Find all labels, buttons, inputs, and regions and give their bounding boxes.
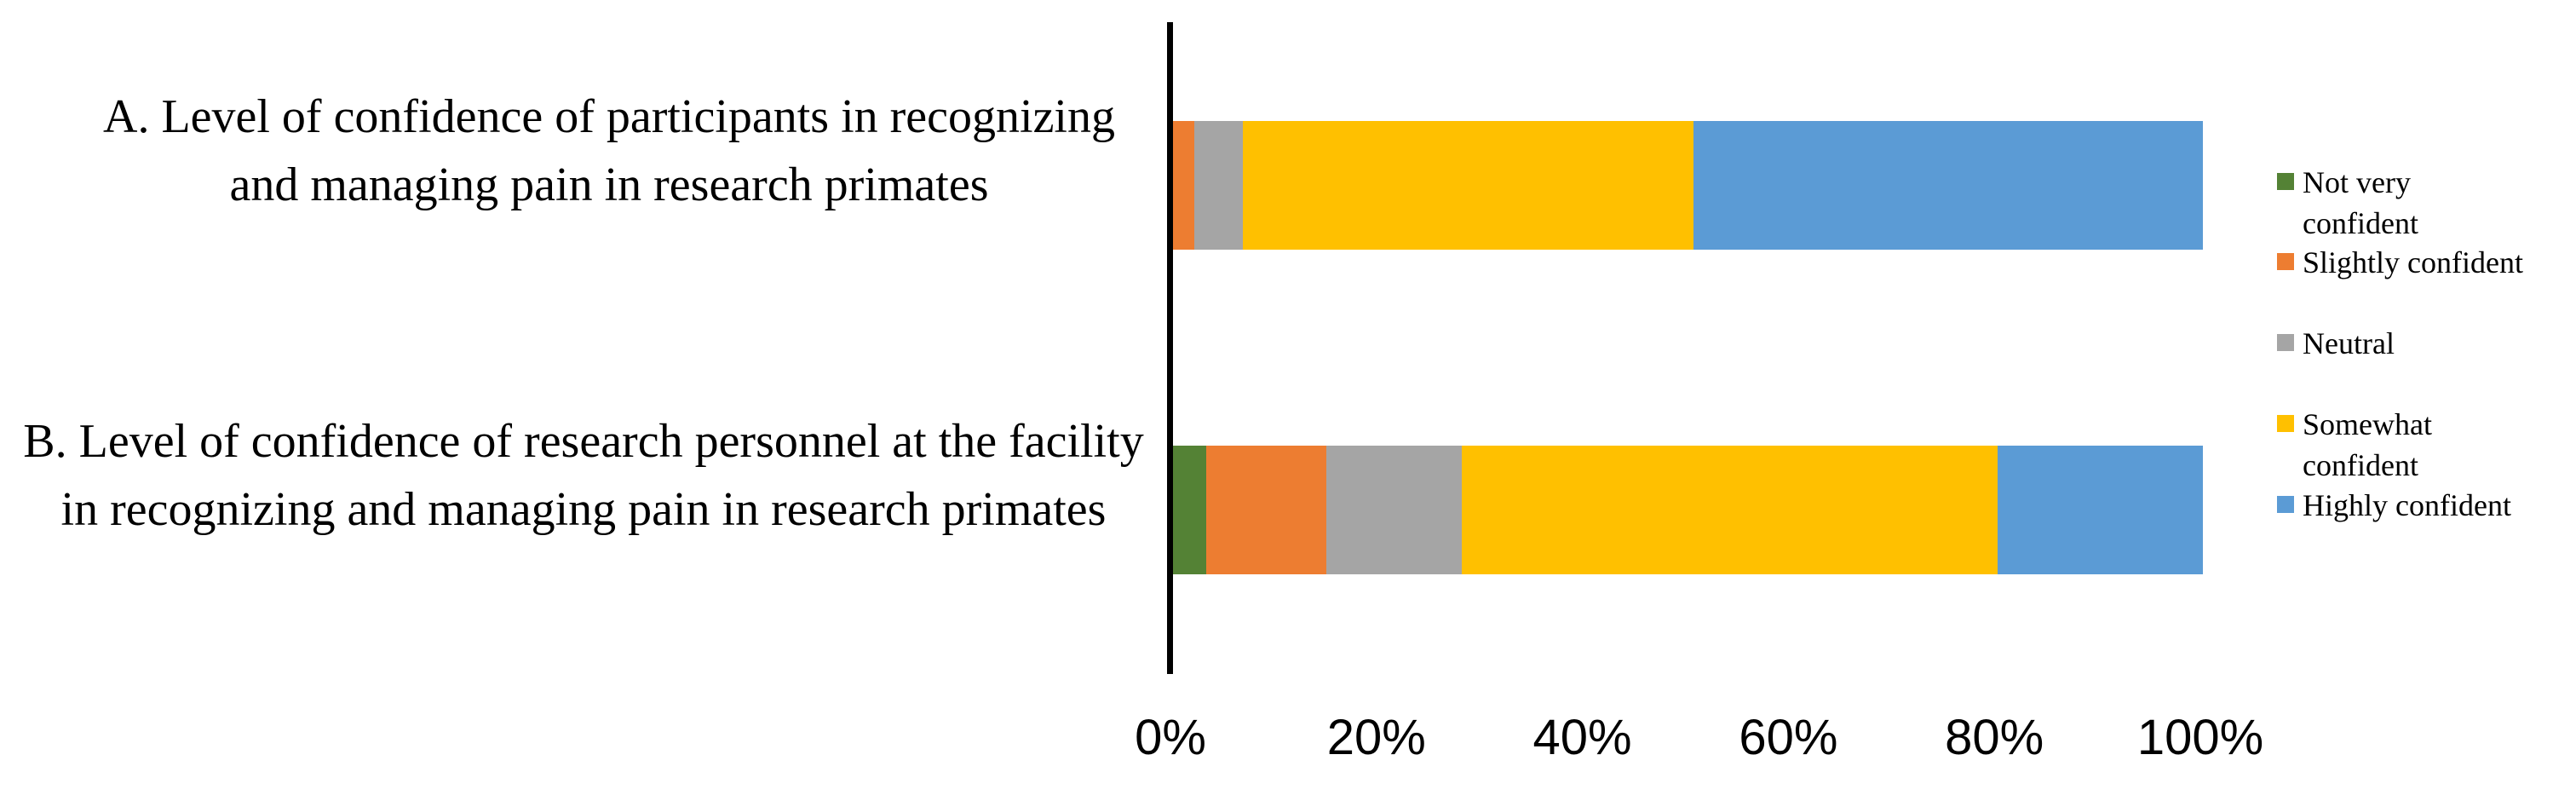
legend-item-highly-confident: Highly confident	[2277, 485, 2571, 526]
legend-label-line: Neutral	[2303, 326, 2395, 360]
legend-marker-icon	[2277, 334, 2294, 351]
legend-label-line: confident	[2303, 448, 2418, 482]
legend-label-line: Not very	[2303, 165, 2411, 199]
bar-row-b	[1173, 446, 2203, 574]
x-tick-label: 100%	[2136, 710, 2264, 765]
bar-row-a	[1173, 121, 2203, 250]
x-tick-label: 20%	[1326, 710, 1426, 765]
x-tick-label: 80%	[1945, 710, 2044, 765]
legend-label: Slightly confident	[2303, 242, 2523, 283]
category-label-b: B. Level of confidence of research perso…	[23, 415, 1144, 536]
bar-segment-slightly-confident	[1173, 121, 1195, 250]
x-tick-label: 60%	[1739, 710, 1838, 765]
bar-segment-slightly-confident	[1205, 446, 1327, 574]
bar-segment-highly-confident	[1998, 446, 2203, 574]
x-tick-label: 40%	[1532, 710, 1632, 765]
legend-item-not-very-confident: Not very confident	[2277, 162, 2571, 244]
legend-label-line: Somewhat	[2303, 407, 2432, 441]
y-axis-line	[1167, 22, 1173, 674]
legend-marker-icon	[2277, 253, 2294, 270]
x-tick-label: 0%	[1135, 710, 1206, 765]
legend-marker-icon	[2277, 415, 2294, 432]
legend-marker-icon	[2277, 173, 2294, 190]
legend-item-neutral: Neutral	[2277, 323, 2571, 364]
legend-item-slightly-confident: Slightly confident	[2277, 242, 2571, 283]
bar-segment-somewhat-confident	[1243, 121, 1693, 250]
legend-label-line: confident	[2303, 206, 2418, 240]
legend-label-line: Slightly confident	[2303, 245, 2523, 279]
legend-item-somewhat-confident: Somewhat confident	[2277, 404, 2571, 486]
bar-segment-somewhat-confident	[1461, 446, 1998, 574]
legend-label-line: Highly confident	[2303, 488, 2511, 522]
legend-label: Neutral	[2303, 323, 2395, 364]
bar-segment-neutral	[1326, 446, 1462, 574]
legend-label: Somewhat confident	[2303, 404, 2432, 486]
bar-segment-highly-confident	[1693, 121, 2203, 250]
legend-label: Highly confident	[2303, 485, 2511, 526]
legend-marker-icon	[2277, 496, 2294, 513]
bar-segment-not-very-confident	[1173, 446, 1206, 574]
bar-segment-neutral	[1194, 121, 1244, 250]
category-label-a: A. Level of confidence of participants i…	[103, 90, 1115, 211]
legend-label: Not very confident	[2303, 162, 2418, 244]
